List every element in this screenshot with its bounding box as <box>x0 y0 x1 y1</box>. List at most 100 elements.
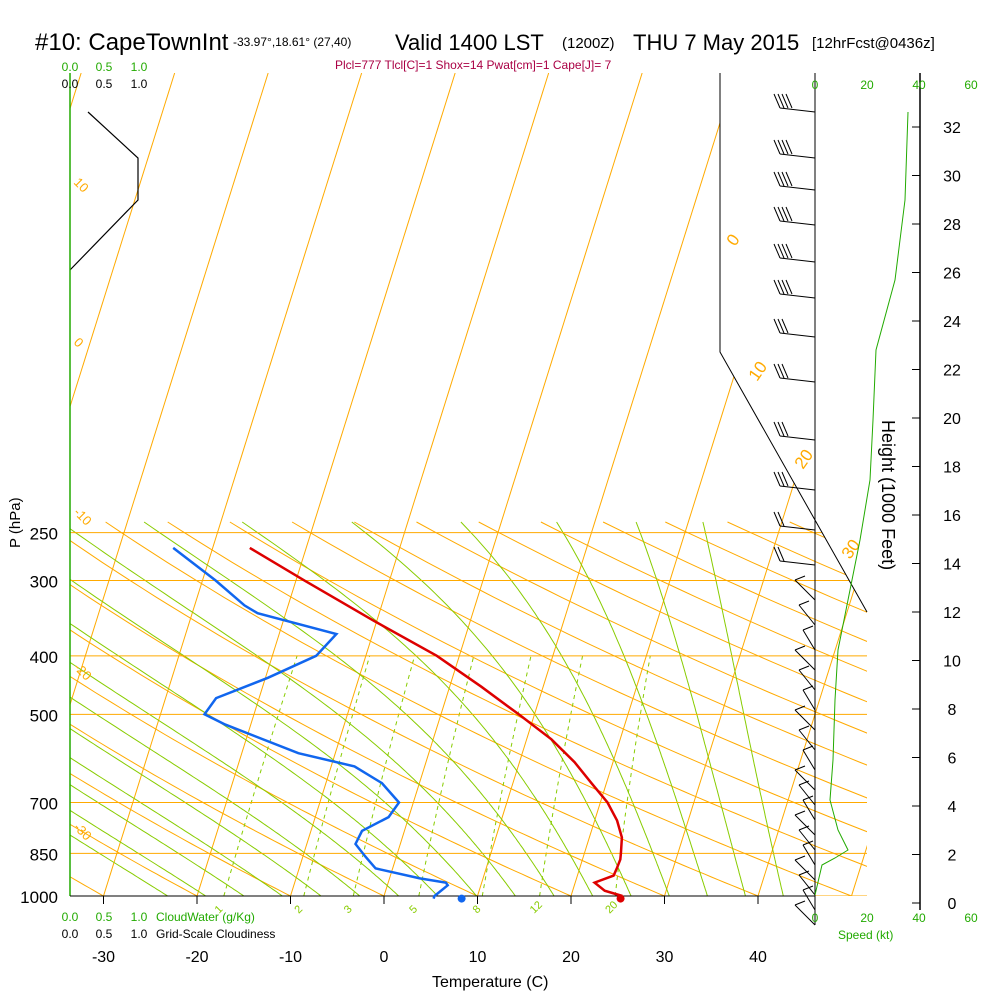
wind-barb-feather <box>781 171 789 187</box>
wind-speed-profile <box>814 111 909 896</box>
cloudwater-tick-bottom: 0.5 <box>96 910 113 924</box>
wind-barb-feather <box>794 900 806 906</box>
dry-adiabat-line <box>70 823 199 896</box>
speed-label: Speed (kt) <box>838 928 893 942</box>
dry-adiabat-label: -10 <box>71 505 95 529</box>
wind-barb-feather <box>773 363 781 379</box>
wind-barb-feather <box>802 840 814 846</box>
x-tick-label: 40 <box>749 949 767 966</box>
height-tick-label: 0 <box>948 896 957 913</box>
isotherm-line <box>383 73 643 896</box>
moist-adiabat-line <box>70 834 169 896</box>
wind-barb-feather <box>781 318 789 334</box>
wind-barb-staff <box>802 749 816 771</box>
moist-adiabat-line <box>143 521 555 896</box>
wind-barbs <box>773 93 816 926</box>
wind-barb-feather <box>785 206 793 222</box>
isotherm-line <box>757 546 867 896</box>
station-coords: -33.97°,18.61° (27,40) <box>233 35 351 49</box>
wind-barb-staff <box>779 525 816 531</box>
wind-barb <box>798 870 816 896</box>
pressure-tick-label: 400 <box>30 648 58 667</box>
height-tick-label: 20 <box>943 411 961 428</box>
pressure-ticks: 250 300 400 500 700 850 1000 <box>20 525 58 907</box>
wind-barb <box>802 685 816 711</box>
wind-barb-feather <box>777 279 785 295</box>
pressure-tick-label: 850 <box>30 845 58 864</box>
isotherm-line <box>290 73 550 896</box>
mixing-ratio-label: 8 <box>471 903 484 916</box>
wind-barb-feather <box>777 171 785 187</box>
valid-time: Valid 1400 LST <box>395 30 544 55</box>
speed-tick-label-top: 0 <box>812 78 819 92</box>
dry-adiabat-line <box>0 522 32 909</box>
height-tick-label: 6 <box>948 751 957 768</box>
wind-barb-staff <box>779 435 816 441</box>
dry-adiabat-label: -30 <box>71 820 95 844</box>
moist-adiabat-line <box>70 661 400 896</box>
wind-barb-feather <box>798 725 810 731</box>
wind-barb-feather <box>781 93 789 109</box>
wind-barb <box>794 645 816 671</box>
wind-barb-feather <box>777 206 785 222</box>
wind-barb <box>773 139 816 159</box>
wind-barb-feather <box>794 855 806 861</box>
wind-barb-feather <box>794 645 806 651</box>
height-tick-label: 24 <box>943 314 961 331</box>
wind-barb-feather <box>773 318 781 334</box>
x-tick-label: 0 <box>380 949 389 966</box>
cloudiness-tick-top: 0.5 <box>96 77 113 91</box>
moist-adiabat-line <box>70 728 322 896</box>
wind-barb <box>802 795 816 821</box>
height-tick-label: 16 <box>943 508 961 525</box>
height-tick-label: 4 <box>948 799 957 816</box>
wind-barb <box>773 171 816 191</box>
zulu-time: (1200Z) <box>562 35 615 52</box>
wind-barb-feather <box>802 885 814 891</box>
wind-barb-feather <box>777 471 785 487</box>
wind-barb-feather <box>798 600 810 606</box>
wind-barb-feather <box>777 363 785 379</box>
cloudiness-trace <box>69 111 139 271</box>
wind-barb-feather <box>773 139 781 155</box>
wind-barb-feather <box>785 171 793 187</box>
isotherm-line <box>70 73 82 111</box>
speed-tick-label-top: 20 <box>860 78 874 92</box>
dry-adiabat-line <box>70 772 292 896</box>
wind-barb-staff <box>798 874 816 896</box>
wind-barb <box>794 765 816 791</box>
wind-barb-staff <box>802 844 816 866</box>
wind-barb-feather <box>798 825 810 831</box>
speed-tick-label-bottom: 20 <box>860 911 874 925</box>
wind-barb-feather <box>773 206 781 222</box>
moist-adiabats <box>70 521 784 896</box>
wind-barb-feather <box>794 575 806 581</box>
wind-barb-staff <box>802 799 816 821</box>
cloudwater-tick-top: 0.5 <box>96 60 113 74</box>
x-tick-label: 30 <box>656 949 674 966</box>
mixing-ratio-label: 20 <box>603 899 620 916</box>
wind-barb-feather <box>798 665 810 671</box>
pressure-tick-label: 300 <box>30 572 58 591</box>
wind-barb-feather <box>781 421 789 437</box>
cloudiness-tick-top: 1.0 <box>131 77 148 91</box>
wind-barb <box>773 511 816 531</box>
wind-barb-staff <box>802 629 816 651</box>
wind-barb-staff <box>794 649 816 671</box>
wind-barb-feather <box>777 546 785 562</box>
dry-adiabat-label: 0 <box>71 335 87 351</box>
dry-adiabat-line <box>229 521 867 833</box>
wind-barb-staff <box>802 689 816 711</box>
speed-tick-label-bottom: 0 <box>812 911 819 925</box>
pressure-tick-label: 250 <box>30 525 58 544</box>
wind-barb-feather <box>777 421 785 437</box>
cloudwater-tick-top: 0.0 <box>62 60 79 74</box>
moist-adiabat-line <box>351 521 632 896</box>
dry-adiabat-line <box>416 521 867 734</box>
height-tick-label: 12 <box>943 605 961 622</box>
wind-barb-feather <box>773 421 781 437</box>
cloudiness-tick-bottom: 0.5 <box>96 927 113 941</box>
dry-adiabat-line <box>70 675 479 896</box>
wind-barb <box>773 318 816 338</box>
dry-adiabat-line <box>70 539 760 896</box>
